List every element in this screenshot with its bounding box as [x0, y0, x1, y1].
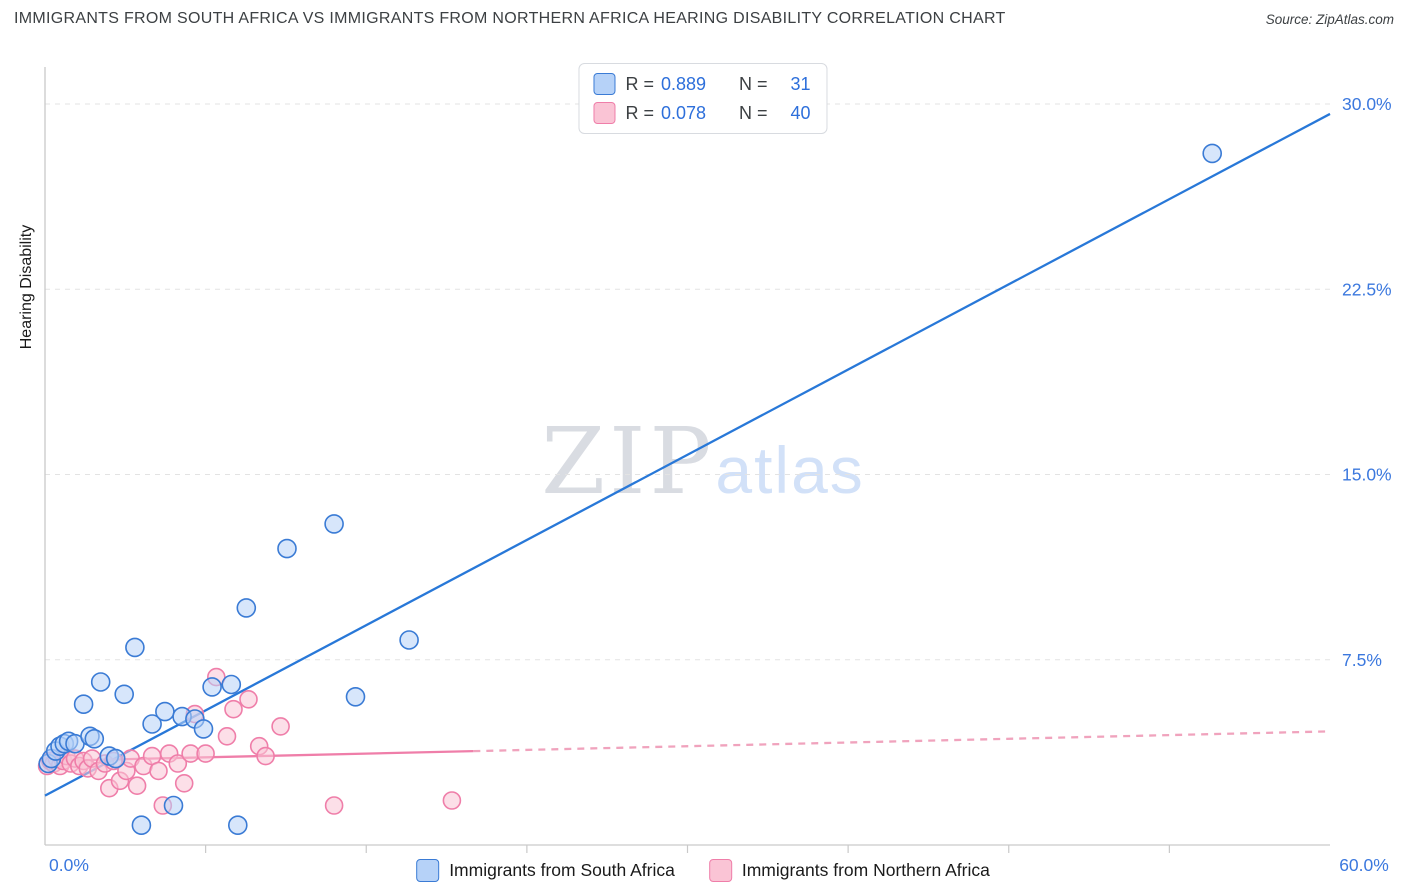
data-point: [127, 776, 147, 796]
data-point: [131, 815, 152, 836]
data-point: [442, 791, 462, 810]
data-point: [155, 701, 175, 722]
data-point: [271, 717, 290, 736]
stats-legend-box: R = 0.889 N = 31 R = 0.078 N = 40: [578, 63, 828, 134]
y-tick-label: 7.5%: [1342, 650, 1382, 670]
legend-label-south-africa: Immigrants from South Africa: [449, 860, 675, 880]
data-point: [168, 754, 188, 773]
data-point: [228, 815, 248, 836]
data-point: [345, 686, 366, 707]
data-point: [84, 728, 105, 749]
bottom-legend: Immigrants from South Africa Immigrants …: [416, 859, 990, 882]
data-point: [1202, 143, 1222, 164]
data-point: [125, 637, 145, 658]
data-point: [324, 796, 344, 815]
stats-row-northern-africa: R = 0.078 N = 40: [593, 102, 811, 124]
data-point: [73, 694, 94, 715]
northern-africa-legend-swatch-icon: [708, 859, 732, 882]
y-tick-label: 22.5%: [1342, 279, 1392, 299]
data-point: [193, 719, 214, 739]
data-point: [163, 795, 184, 816]
trend-line: [44, 112, 1331, 797]
r-value-northern-africa: 0.078: [661, 102, 707, 123]
south-africa-legend-swatch-icon: [416, 859, 440, 882]
stats-row-south-africa: R = 0.889 N = 31: [593, 73, 811, 95]
data-point: [399, 630, 419, 650]
data-point: [236, 598, 257, 618]
data-point: [217, 726, 237, 746]
trend-line: [473, 730, 1331, 753]
y-tick-label: 15.0%: [1342, 465, 1392, 485]
legend-item-northern-africa: Immigrants from Northern Africa: [708, 859, 990, 882]
x-min-label: 0.0%: [49, 855, 89, 875]
series-south-africa: [38, 143, 1222, 836]
r-value-south-africa: 0.889: [661, 73, 707, 94]
n-label: N =: [739, 102, 768, 123]
data-point: [277, 538, 297, 559]
r-label: R =: [625, 102, 654, 123]
r-label: R =: [625, 73, 654, 94]
data-point: [221, 674, 242, 695]
n-value-south-africa: 31: [790, 73, 811, 94]
legend-item-south-africa: Immigrants from South Africa: [416, 859, 675, 882]
data-point: [224, 699, 243, 719]
x-max-label: 60.0%: [1339, 855, 1389, 875]
data-point: [239, 689, 258, 709]
data-point: [149, 761, 168, 781]
south-africa-swatch-icon: [593, 73, 616, 95]
data-point: [105, 748, 126, 769]
y-tick-label: 30.0%: [1342, 94, 1392, 114]
legend-label-northern-africa: Immigrants from Northern Africa: [741, 860, 990, 880]
n-value-northern-africa: 40: [790, 102, 811, 123]
data-point: [324, 514, 344, 534]
source-label: Source: ZipAtlas.com: [1265, 12, 1394, 27]
data-point: [202, 677, 222, 697]
data-point: [174, 773, 194, 793]
data-point: [114, 684, 134, 705]
data-point: [196, 744, 215, 763]
data-point: [142, 714, 162, 734]
data-point: [90, 672, 111, 692]
n-label: N =: [739, 73, 768, 94]
page-title: IMMIGRANTS FROM SOUTH AFRICA VS IMMIGRAN…: [14, 10, 1006, 27]
data-point: [256, 746, 275, 766]
northern-africa-swatch-icon: [593, 102, 616, 124]
